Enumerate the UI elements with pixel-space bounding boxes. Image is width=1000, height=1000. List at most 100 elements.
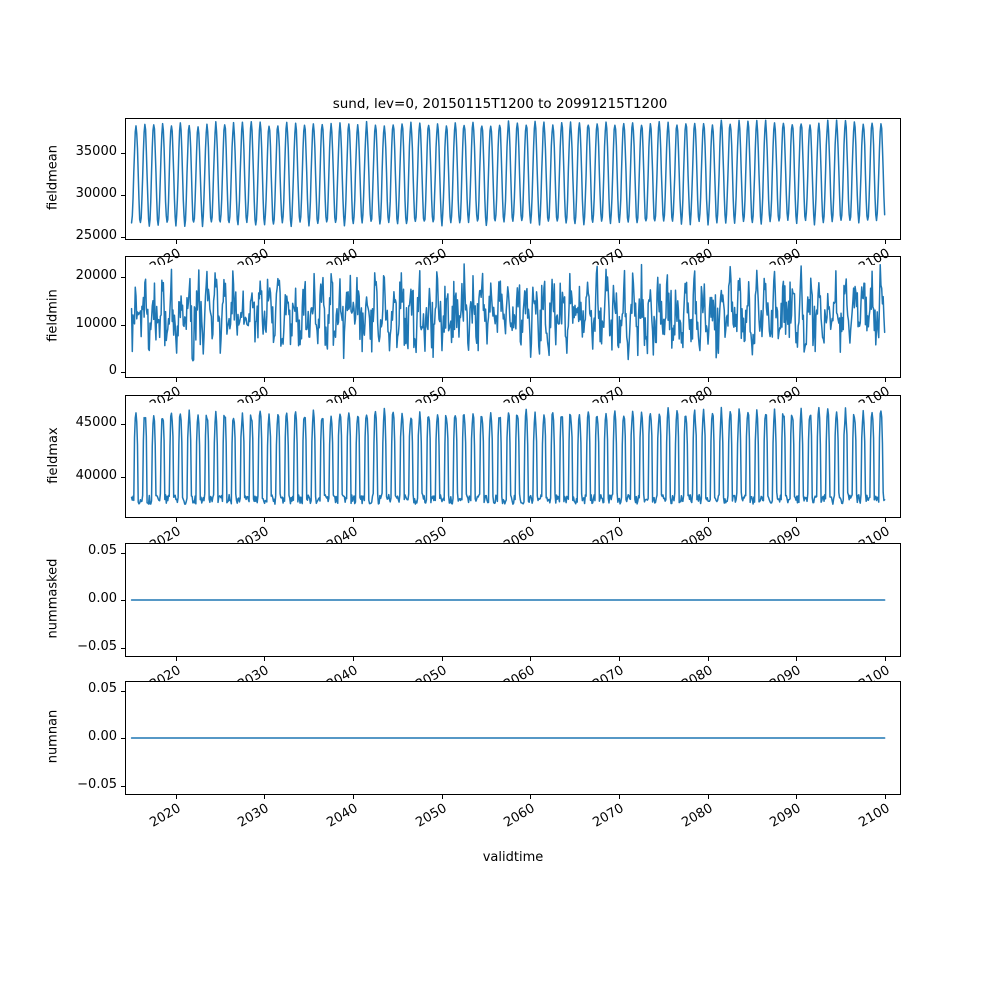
y-tick-mark — [121, 194, 125, 196]
y-tick-label: 0.05 — [88, 543, 117, 559]
x-tick-label: 2090 — [767, 801, 804, 831]
x-tick-label-row: 2020 2030 2040 2050 2060 2070 2080 2090 2100 — [65, 662, 961, 682]
x-tick-label-row: 2020 2030 2040 2050 2060 2070 2080 2090 2100 — [65, 800, 961, 848]
subplot-fieldmean: 25000 30000 35000 fieldmean 2020 2030 2040 2050… — [46, 118, 901, 265]
x-tick-mark — [264, 657, 266, 661]
y-tick-mark — [121, 423, 125, 425]
x-tick-mark — [352, 240, 354, 244]
x-tick-mark — [618, 240, 620, 244]
y-tick-label: −0.05 — [77, 776, 117, 792]
x-tick-mark — [530, 378, 532, 382]
y-tick-mark — [121, 276, 125, 278]
y-tick-mark — [121, 647, 125, 649]
x-tick-mark — [264, 518, 266, 522]
x-tick-mark — [707, 518, 709, 522]
y-tick-label: 45000 — [75, 414, 117, 430]
x-tick-mark — [175, 518, 177, 522]
x-tick-mark — [175, 795, 177, 799]
x-tick-label: 2070 — [590, 801, 627, 831]
y-tick-mark — [121, 552, 125, 554]
x-tick-mark — [352, 518, 354, 522]
x-tick-label: 2030 — [235, 524, 272, 543]
x-tick-label: 2090 — [767, 524, 804, 543]
data-line-numnan — [130, 737, 886, 739]
x-tick-label: 2100 — [856, 801, 893, 831]
y-tick-mark — [121, 476, 125, 478]
data-line-fieldmean — [130, 119, 886, 228]
y-tick-mark — [121, 600, 125, 601]
x-tick-mark — [796, 795, 798, 799]
x-tick-label: 2090 — [767, 663, 804, 682]
x-tick-mark — [441, 240, 443, 244]
x-tick-mark — [796, 518, 798, 522]
data-line-fieldmax — [130, 406, 886, 505]
x-tick-label: 2050 — [412, 801, 450, 831]
y-tick-label: 10000 — [75, 315, 117, 331]
x-tick-mark — [707, 240, 709, 244]
x-tick-label: 2080 — [678, 801, 716, 831]
y-tick-mark — [121, 785, 125, 787]
x-tick-mark — [707, 795, 709, 799]
y-tick-mark — [121, 237, 125, 239]
x-tick-mark — [885, 518, 887, 522]
x-tick-label: 2060 — [501, 524, 538, 543]
x-tick-mark — [885, 378, 887, 382]
x-tick-mark — [796, 657, 798, 661]
x-tick-mark — [352, 657, 354, 661]
x-tick-mark — [175, 657, 177, 661]
y-tick-mark — [121, 738, 125, 739]
x-tick-label: 2070 — [590, 524, 627, 543]
y-tick-label: 0.00 — [88, 591, 117, 606]
x-tick-label: 2040 — [324, 663, 361, 682]
x-tick-mark — [175, 240, 177, 244]
x-tick-label: 2040 — [324, 524, 361, 543]
x-tick-label: 2030 — [235, 801, 272, 831]
x-tick-label: 2050 — [412, 663, 450, 682]
x-tick-mark — [885, 795, 887, 799]
x-tick-mark — [264, 240, 266, 244]
subplot-fieldmin: 0 10000 20000 fieldmin 2020 2030 2040 2050 2060 2… — [46, 256, 901, 403]
x-tick-label: 2020 — [146, 663, 184, 682]
x-tick-mark — [530, 240, 532, 244]
x-tick-label: 2030 — [235, 663, 272, 682]
x-tick-mark — [530, 657, 532, 661]
x-tick-mark — [352, 795, 354, 799]
x-tick-mark — [352, 378, 354, 382]
x-tick-mark — [707, 657, 709, 661]
x-tick-label: 2060 — [501, 663, 538, 682]
x-tick-mark — [441, 657, 443, 661]
x-tick-mark — [618, 518, 620, 522]
x-tick-mark — [264, 378, 266, 382]
x-tick-label: 2040 — [324, 801, 361, 831]
x-tick-mark — [441, 378, 443, 382]
y-tick-label: 40000 — [75, 467, 117, 483]
x-tick-mark — [264, 795, 266, 799]
subplot-nummasked: −0.05 0.00 0.05 nummasked 2020 2030 2040 2050 20… — [46, 543, 901, 682]
x-tick-label: 2100 — [856, 663, 893, 682]
x-tick-label: 2050 — [412, 524, 450, 543]
x-tick-mark — [441, 795, 443, 799]
y-tick-label: 30000 — [75, 185, 117, 201]
x-tick-mark — [441, 518, 443, 522]
y-tick-mark — [121, 152, 125, 154]
x-tick-label: 2060 — [501, 801, 538, 831]
x-tick-mark — [796, 240, 798, 244]
x-tick-mark — [885, 240, 887, 244]
y-tick-label: 25000 — [75, 228, 117, 244]
x-tick-mark — [707, 378, 709, 382]
x-tick-label: 2020 — [146, 801, 184, 831]
y-tick-label: 35000 — [75, 143, 117, 159]
y-axis-label-numnan: numnan — [45, 709, 61, 764]
figure-title: sund, lev=0, 20150115T1200 to 20991215T1… — [332, 96, 668, 112]
x-tick-mark — [530, 518, 532, 522]
y-tick-label: 0 — [108, 363, 117, 379]
x-tick-mark — [885, 657, 887, 661]
y-tick-label: 0.00 — [88, 729, 117, 744]
y-tick-label: 20000 — [75, 267, 117, 283]
data-line-nummasked — [130, 599, 886, 601]
x-axis-label: validtime — [482, 850, 544, 865]
x-tick-mark — [618, 795, 620, 799]
x-tick-label: 2100 — [856, 524, 893, 543]
x-tick-mark — [618, 378, 620, 382]
y-tick-mark — [121, 690, 125, 692]
